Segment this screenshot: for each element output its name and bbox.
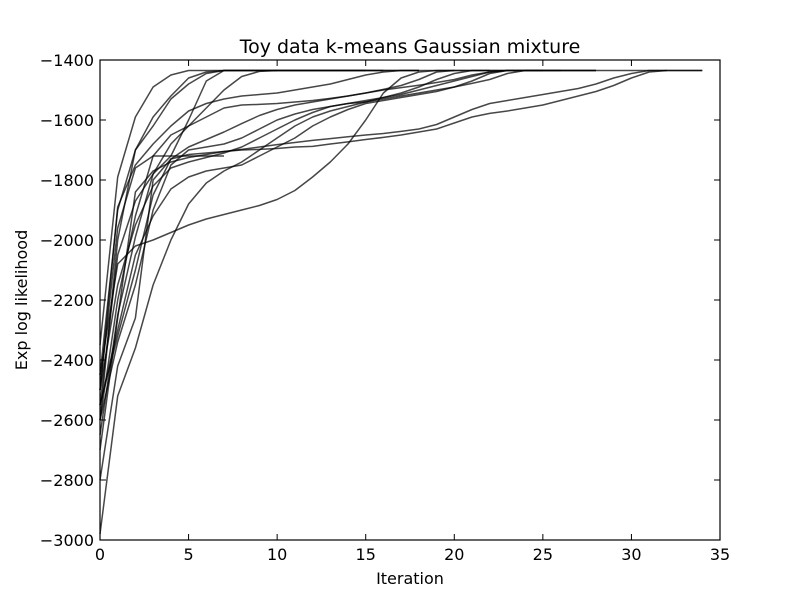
series-layer [99,69,703,535]
series-line-4 [99,69,703,376]
x-tick-label: 25 [533,545,553,564]
series-line-8 [99,69,543,391]
y-tick-label: −1600 [40,111,94,130]
x-tick-label: 30 [621,545,641,564]
x-tick-label: 20 [444,545,464,564]
x-tick-label: 10 [267,545,287,564]
series-line-9 [99,69,508,406]
ticks-layer: 0 5 10 15 20 25 30 35 −3000 −2800 −2600 −2400 −2200 −… [40,51,730,564]
series-line-13 [99,155,224,391]
chart-title: Toy data k-means Gaussian mixture [239,36,581,58]
x-tick-label: 5 [183,545,193,564]
y-tick-label: −2000 [40,231,94,250]
x-tick-label: 15 [356,545,376,564]
y-tick-label: −2200 [40,291,94,310]
y-tick-label: −1400 [40,51,94,70]
y-axis-label: Exp log likelihood [12,230,31,371]
y-tick-label: −2600 [40,411,94,430]
series-line-11 [99,69,596,421]
x-tick-label: 0 [95,545,105,564]
series-line-6 [99,69,703,481]
y-tick-label: −3000 [40,531,94,550]
series-line-16 [99,69,419,421]
y-tick-label: −1800 [40,171,94,190]
y-tick-label: −2800 [40,471,94,490]
series-line-3 [99,69,419,406]
x-axis-label: Iteration [376,569,444,588]
series-line-14 [99,69,278,436]
y-tick-label: −2400 [40,351,94,370]
series-line-10 [99,69,490,535]
plot-frame [99,59,721,541]
series-line-15 [99,69,455,406]
x-tick-label: 35 [710,545,730,564]
